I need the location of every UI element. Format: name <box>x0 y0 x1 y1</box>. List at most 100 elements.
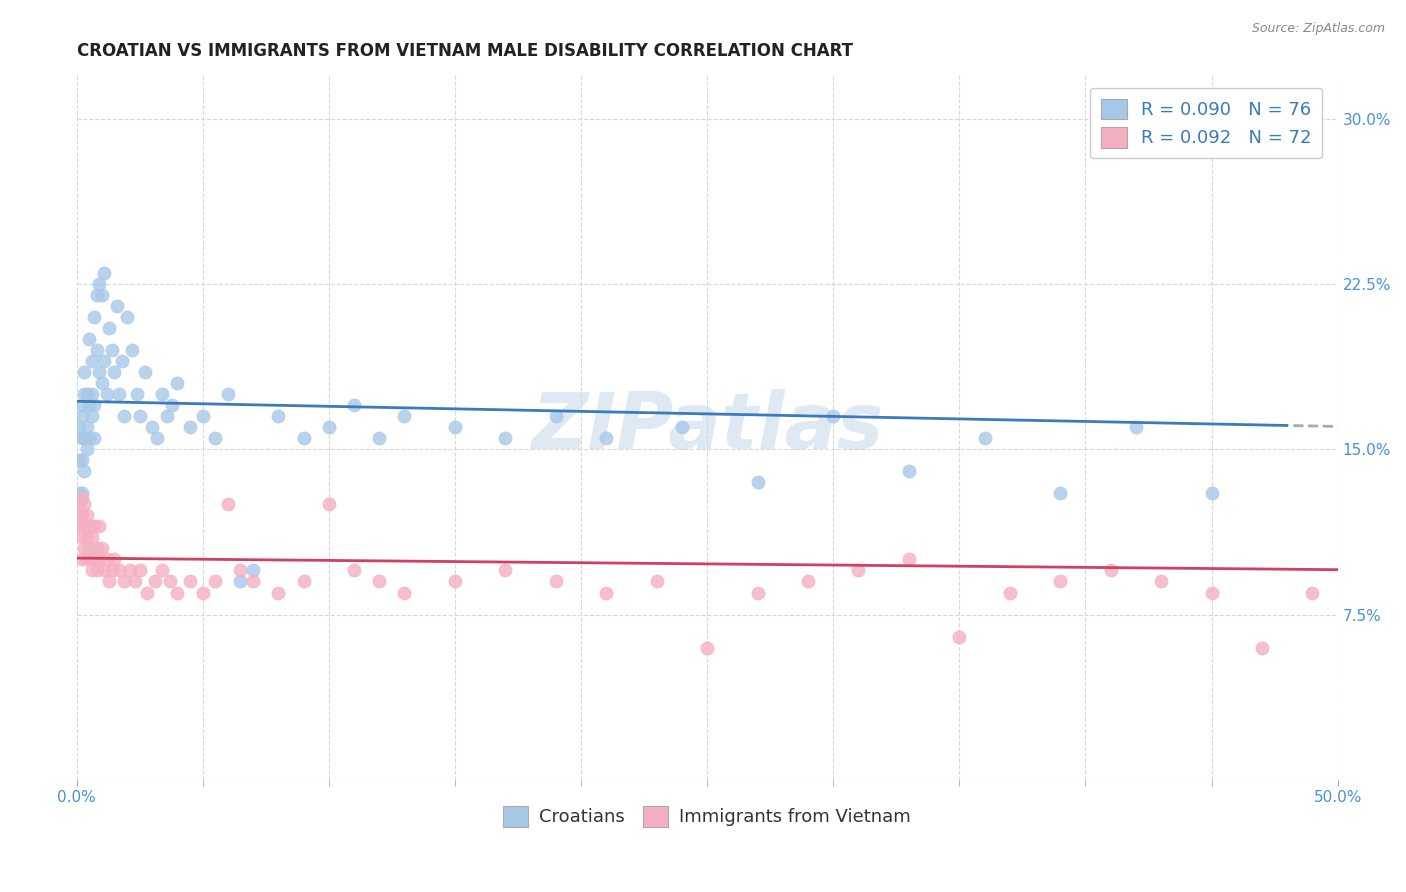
Point <box>156 409 179 424</box>
Text: CROATIAN VS IMMIGRANTS FROM VIETNAM MALE DISABILITY CORRELATION CHART: CROATIAN VS IMMIGRANTS FROM VIETNAM MALE… <box>76 42 852 60</box>
Point <box>90 288 112 302</box>
Point <box>76 387 98 401</box>
Point <box>101 564 124 578</box>
Point <box>1049 486 1071 500</box>
Point <box>318 420 340 434</box>
Point <box>150 564 173 578</box>
Point <box>115 310 138 325</box>
Point <box>1251 640 1274 655</box>
Text: ZIPatlas: ZIPatlas <box>531 390 883 466</box>
Point <box>1277 112 1299 127</box>
Point <box>93 564 115 578</box>
Point <box>645 574 668 589</box>
Point <box>217 387 239 401</box>
Point <box>217 498 239 512</box>
Point <box>73 365 96 379</box>
Point <box>1351 574 1374 589</box>
Point <box>595 431 617 445</box>
Point <box>897 465 920 479</box>
Point <box>89 277 111 292</box>
Point <box>179 420 201 434</box>
Point <box>444 574 467 589</box>
Point <box>70 552 93 566</box>
Point <box>204 574 226 589</box>
Point <box>671 420 693 434</box>
Point <box>136 585 159 599</box>
Point <box>98 321 121 335</box>
Point <box>159 574 181 589</box>
Point <box>797 574 820 589</box>
Point <box>86 564 108 578</box>
Point <box>70 398 93 412</box>
Point <box>73 519 96 533</box>
Point <box>948 630 970 644</box>
Point <box>1201 486 1223 500</box>
Point <box>80 354 103 368</box>
Point <box>494 564 516 578</box>
Legend: Croatians, Immigrants from Vietnam: Croatians, Immigrants from Vietnam <box>496 798 918 834</box>
Point <box>108 387 131 401</box>
Point <box>242 574 264 589</box>
Point <box>76 420 98 434</box>
Point <box>166 585 188 599</box>
Point <box>191 585 214 599</box>
Point <box>394 585 416 599</box>
Point <box>1150 574 1173 589</box>
Point <box>114 409 136 424</box>
Point <box>83 310 105 325</box>
Point <box>267 585 290 599</box>
Point <box>897 552 920 566</box>
Point <box>394 409 416 424</box>
Point <box>93 354 115 368</box>
Point <box>80 531 103 545</box>
Point <box>76 531 98 545</box>
Point <box>1301 585 1323 599</box>
Point <box>204 431 226 445</box>
Point <box>77 332 100 346</box>
Point <box>93 266 115 280</box>
Point <box>70 508 93 523</box>
Point <box>179 574 201 589</box>
Point <box>111 354 134 368</box>
Point <box>73 431 96 445</box>
Point <box>83 552 105 566</box>
Point <box>1201 585 1223 599</box>
Point <box>70 453 93 467</box>
Point <box>77 398 100 412</box>
Point <box>83 519 105 533</box>
Point <box>89 519 111 533</box>
Point <box>67 519 90 533</box>
Point <box>1049 574 1071 589</box>
Point <box>108 564 131 578</box>
Point <box>494 431 516 445</box>
Point <box>544 574 567 589</box>
Point <box>76 552 98 566</box>
Point <box>96 387 118 401</box>
Point <box>343 564 366 578</box>
Point <box>229 564 252 578</box>
Point <box>67 453 90 467</box>
Point <box>98 574 121 589</box>
Point <box>292 431 315 445</box>
Point <box>229 574 252 589</box>
Point <box>86 288 108 302</box>
Point <box>823 409 845 424</box>
Point <box>80 409 103 424</box>
Point <box>76 442 98 457</box>
Point <box>114 574 136 589</box>
Point <box>90 541 112 556</box>
Point <box>124 574 146 589</box>
Point <box>105 299 128 313</box>
Point <box>121 343 143 358</box>
Point <box>544 409 567 424</box>
Point <box>998 585 1021 599</box>
Point <box>696 640 718 655</box>
Point <box>70 491 93 505</box>
Point <box>77 519 100 533</box>
Point <box>1099 564 1122 578</box>
Point <box>86 343 108 358</box>
Point <box>318 498 340 512</box>
Point <box>444 420 467 434</box>
Point <box>343 398 366 412</box>
Point <box>166 376 188 391</box>
